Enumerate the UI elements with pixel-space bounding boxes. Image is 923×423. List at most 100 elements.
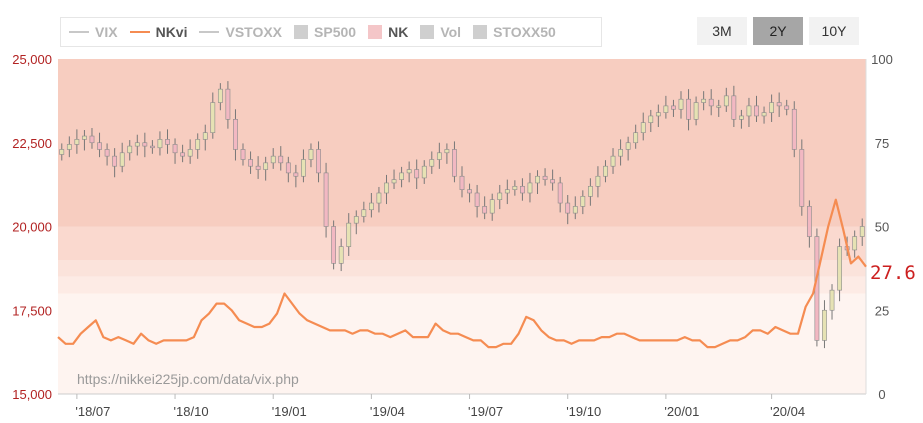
left-tick-label: 17,500 — [12, 303, 52, 318]
nk-candle-body — [467, 189, 472, 194]
nk-candle-body — [195, 139, 201, 150]
left-tick-label: 25,000 — [12, 52, 52, 67]
nk-candle-body — [723, 95, 729, 107]
nk-candle-body — [497, 192, 503, 200]
nk-candle-body — [399, 172, 404, 180]
nk-candle-body — [150, 145, 155, 149]
nk-candle-body — [414, 169, 420, 179]
nk-candle-body — [217, 88, 223, 103]
nk-candle-body — [655, 112, 661, 117]
nk-candle-body — [59, 149, 65, 155]
nk-candle-body — [474, 192, 480, 207]
vstoxx-line-swatch — [199, 31, 220, 33]
risk-band-1 — [58, 226, 866, 260]
nk-candle-body — [384, 182, 389, 194]
range-selector: 3M 2Y 10Y — [697, 17, 865, 45]
nk-box-swatch — [368, 25, 383, 39]
nk-candle-body — [255, 165, 261, 170]
nkvi-series-line — [57, 198, 867, 349]
x-tick-label: '19/01 — [272, 404, 307, 419]
nk-candle-body — [557, 182, 563, 204]
nk-candle-body — [671, 105, 676, 110]
legend-bar: VIX NKvi VSTOXX SP500 NK Vol STOXX50 — [60, 17, 602, 47]
source-watermark: https://nikkei225jp.com/data/vix.php — [77, 371, 299, 387]
nk-candle-body — [504, 189, 510, 194]
nk-candle-body — [308, 149, 314, 160]
nk-candle-body — [859, 226, 865, 237]
nk-candle-body — [791, 108, 797, 150]
nk-candle-body — [376, 192, 382, 204]
nk-candle-body — [452, 149, 457, 177]
nk-candle-body — [142, 142, 148, 147]
nkvi-line-swatch — [129, 31, 150, 33]
nk-candle-body — [784, 105, 790, 110]
range-button-3m[interactable]: 3M — [697, 17, 747, 45]
nk-candle-body — [693, 102, 699, 120]
legend-label-nkvi: NKvi — [155, 24, 188, 40]
legend-item-vix[interactable]: VIX — [69, 24, 118, 40]
nk-candle-body — [550, 179, 555, 184]
left-tick-label: 15,000 — [12, 387, 52, 402]
nk-candle-body — [436, 152, 442, 160]
range-button-10y[interactable]: 10Y — [809, 17, 859, 45]
nk-candle-body — [331, 226, 337, 264]
nk-candle-body — [708, 98, 714, 107]
nk-candle-body — [633, 132, 639, 144]
nk-candle-body — [761, 112, 767, 117]
nk-candle-body — [240, 149, 246, 160]
legend-item-sp500[interactable]: SP500 — [294, 24, 356, 40]
nk-candle-body — [814, 236, 820, 341]
nk-candle-body — [66, 144, 72, 150]
nk-candle-body — [187, 149, 193, 157]
nk-candle-body — [701, 98, 707, 103]
legend-item-nk[interactable]: NK — [368, 24, 408, 40]
nk-candle-body — [542, 175, 548, 180]
nk-candle-body — [822, 309, 827, 341]
nk-candle-body — [74, 139, 80, 145]
nk-candle-body — [572, 206, 578, 214]
nk-candle-body — [663, 105, 669, 113]
x-tick-label: '19/10 — [566, 404, 601, 419]
vol-box-swatch — [420, 25, 435, 39]
nk-candle-body — [716, 105, 722, 108]
nk-candle-body — [97, 142, 102, 150]
nk-candle-body — [806, 206, 812, 237]
range-button-2y[interactable]: 2Y — [753, 17, 803, 45]
legend-label-vix: VIX — [95, 24, 118, 40]
nk-candle-body — [512, 186, 518, 190]
right-tick-label: 50 — [875, 220, 889, 235]
right-tick-label: 100 — [871, 52, 893, 67]
nk-candle-body — [678, 98, 684, 110]
x-tick-label: '20/04 — [770, 404, 805, 419]
nk-candle-body — [180, 152, 185, 157]
nk-candle-body — [618, 149, 623, 157]
legend-label-vol: Vol — [440, 24, 462, 40]
nk-candle-body — [285, 162, 291, 174]
legend-item-nkvi[interactable]: NKvi — [129, 24, 188, 40]
nk-candle-body — [587, 186, 593, 197]
vix-line-swatch — [69, 31, 89, 33]
nk-candle-body — [837, 246, 842, 291]
nk-candle-body — [648, 115, 654, 123]
right-tick-label: 75 — [875, 136, 889, 151]
nk-candle-body — [421, 165, 427, 179]
nk-candle-body — [739, 115, 744, 120]
nk-candle-body — [89, 135, 95, 144]
nk-candle-body — [104, 149, 110, 157]
nk-candle-body — [610, 155, 616, 167]
nk-candle-body — [119, 152, 125, 167]
x-tick-label: '20/01 — [664, 404, 699, 419]
x-tick-label: '18/07 — [75, 404, 110, 419]
nk-candle-body — [520, 186, 525, 194]
legend-item-vol[interactable]: Vol — [420, 24, 461, 40]
nk-candle-body — [248, 159, 253, 167]
legend-label-nk: NK — [388, 24, 409, 40]
nk-candle-body — [489, 199, 495, 214]
nk-candle-body — [580, 196, 586, 207]
nk-candle-body — [233, 119, 238, 150]
x-tick-label: '19/07 — [468, 404, 503, 419]
legend-item-vstoxx[interactable]: VSTOXX — [199, 24, 282, 40]
legend-label-vstoxx: VSTOXX — [225, 24, 283, 40]
legend-item-stoxx50[interactable]: STOXX50 — [473, 24, 556, 40]
